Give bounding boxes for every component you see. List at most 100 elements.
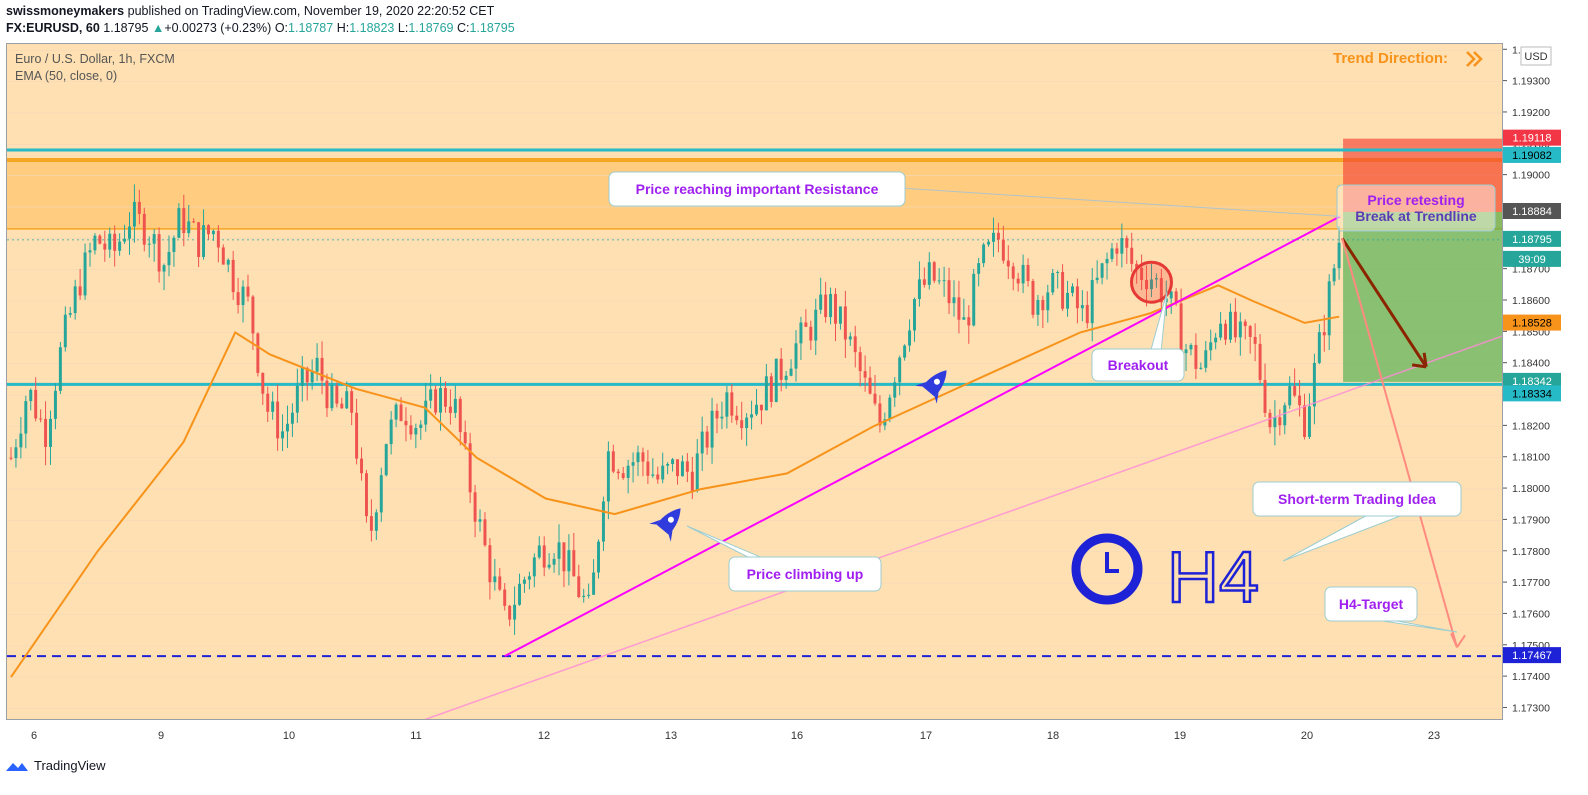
target-callout[interactable]: H4-Target — [1324, 586, 1458, 633]
candle-body — [834, 294, 837, 324]
candle-body — [44, 418, 48, 447]
candle-body — [463, 432, 467, 444]
target-arrow — [1341, 238, 1458, 648]
candle-body — [63, 314, 67, 348]
target-callout-text: H4-Target — [1339, 596, 1404, 612]
short-arrow — [1340, 237, 1428, 368]
candle-body — [587, 594, 591, 596]
rocket-icon-window — [933, 378, 940, 385]
candle-body — [557, 542, 561, 559]
candle-body — [207, 225, 210, 235]
breakout-circle — [1129, 260, 1173, 304]
candle-body — [1011, 266, 1015, 279]
candle-body — [300, 367, 304, 386]
y-tick-label: 1.17900 — [1512, 514, 1550, 526]
chart-legend: Euro / U.S. Dollar, 1h, FXCM EMA (50, cl… — [15, 52, 175, 83]
candle-body — [132, 201, 136, 227]
tradingview-logo[interactable]: TradingView — [6, 758, 106, 773]
time-axis[interactable]: 6 9 10 11 12 13 16 17 18 19 20 23 — [6, 720, 1503, 748]
candle-body — [202, 225, 206, 257]
candle-body — [671, 459, 675, 464]
candle-body — [518, 583, 522, 605]
price-label-box — [1503, 250, 1561, 267]
candle-body — [266, 393, 270, 412]
candle-body — [19, 433, 23, 448]
y-tick-label: 1.19000 — [1512, 170, 1550, 182]
resistance-callout[interactable]: Price reaching important Resistance — [608, 171, 906, 207]
price-label-box — [1503, 314, 1561, 331]
candle-body — [276, 401, 280, 439]
price-label-box — [1503, 647, 1561, 664]
candle-body — [1090, 280, 1094, 324]
candle-body — [335, 385, 339, 404]
candle-body — [676, 459, 679, 477]
author-name[interactable]: swissmoneymakers — [6, 4, 125, 18]
x-tick-label: 17 — [920, 730, 932, 742]
open-value: 1.18787 — [288, 21, 334, 35]
candle-body — [177, 208, 181, 238]
candle-body — [162, 265, 166, 272]
candle-body — [1268, 412, 1272, 428]
candle-body — [656, 474, 660, 480]
candle-body — [685, 461, 689, 472]
candle-body — [621, 473, 625, 478]
candle-body — [878, 403, 882, 426]
candle-body — [261, 372, 265, 394]
rocket-icon-fins — [915, 381, 939, 404]
rising-trendline — [504, 215, 1341, 658]
candle-body — [1322, 332, 1326, 336]
candle-body — [118, 241, 122, 251]
breakout-callout[interactable]: Breakout — [1091, 291, 1185, 382]
candle-body — [123, 238, 127, 242]
price-label: 1.19118 — [1513, 133, 1552, 145]
candle-body — [1006, 260, 1010, 267]
candle-body — [1307, 406, 1311, 437]
candle-body — [271, 401, 275, 412]
candle-body — [789, 368, 793, 376]
candle-body — [804, 322, 808, 327]
x-tick-label: 23 — [1428, 730, 1440, 742]
candle-body — [903, 345, 907, 358]
y-tick-label: 1.18200 — [1512, 420, 1550, 432]
candle-body — [1303, 405, 1306, 437]
high-label: H: — [336, 21, 350, 35]
resistance-callout-text: Price reaching important Resistance — [636, 181, 879, 197]
candle-body — [1332, 268, 1336, 282]
unit-badge — [1520, 46, 1552, 66]
candle-body — [1263, 379, 1267, 413]
candle-body — [597, 541, 600, 573]
chart-pane[interactable]: Price reaching important Resistance Break… — [6, 43, 1503, 720]
price-axis-svg[interactable]: 1.173001.174001.175001.176001.177001.178… — [1503, 43, 1563, 720]
candle-body — [167, 251, 171, 266]
publish-text: published on TradingView.com, November 1… — [124, 4, 495, 18]
x-tick-label: 18 — [1047, 730, 1059, 742]
candle-body — [814, 309, 818, 341]
candle-body — [577, 576, 581, 597]
candle-body — [710, 410, 714, 448]
idea-callout[interactable]: Short-term Trading Idea — [1252, 481, 1462, 562]
candle-body — [987, 241, 991, 245]
candle-body — [1258, 343, 1262, 380]
price-chart[interactable]: Price reaching important Resistance Break… — [7, 44, 1503, 720]
candle-body — [340, 403, 344, 409]
candle-body — [1105, 258, 1109, 264]
price-label-box — [1503, 129, 1561, 146]
price-label: 1.18795 — [1512, 234, 1552, 246]
y-tick-label: 1.17300 — [1512, 702, 1550, 714]
candle-body — [34, 389, 38, 419]
candle-body — [434, 389, 438, 413]
price-axis[interactable]: 1.17300 1.17400 1.17500 1.17600 1.17700 1.178… — [1503, 43, 1563, 720]
candle-body — [824, 294, 828, 318]
climb-callout[interactable]: Price climbing up — [686, 525, 882, 592]
rocket-icon-fins — [649, 519, 673, 542]
candle-body — [251, 296, 255, 334]
time-axis-svg[interactable]: 6 9 10 11 12 13 16 17 18 19 20 23 — [6, 720, 1503, 748]
y-tick-label: 1.18000 — [1512, 483, 1550, 495]
candle-body — [759, 404, 763, 411]
candle-body — [542, 545, 546, 568]
y-tick-label: 1.19300 — [1512, 76, 1550, 88]
candle-body — [809, 326, 813, 341]
candle-body — [740, 420, 744, 429]
candle-body — [868, 377, 872, 394]
